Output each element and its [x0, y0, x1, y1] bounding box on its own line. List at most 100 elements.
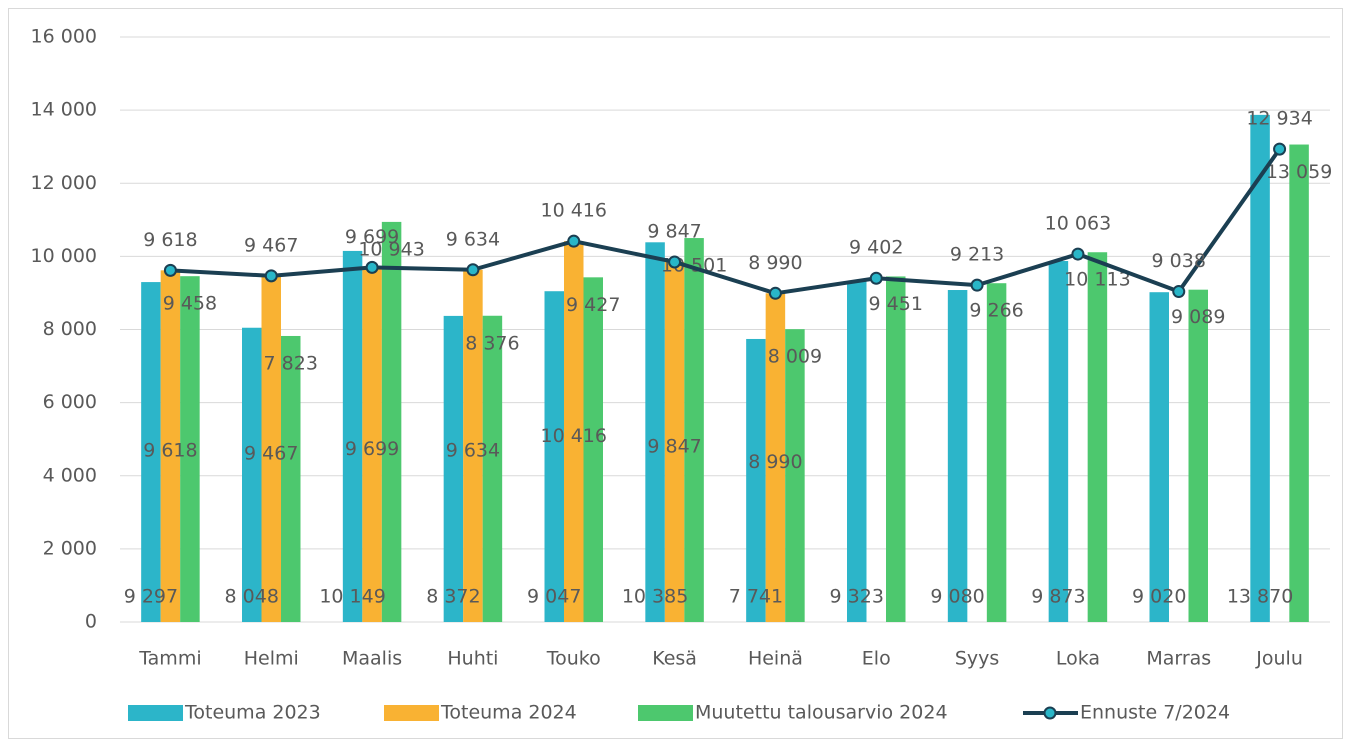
data-label: 13 870: [1227, 586, 1293, 608]
x-tick-label: Kesä: [652, 648, 697, 670]
bar: [1048, 261, 1069, 622]
bar: [664, 261, 685, 622]
data-label: 7 741: [729, 586, 783, 608]
bar: [160, 270, 181, 622]
data-label: 9 847: [647, 435, 701, 457]
data-label: 9 699: [345, 438, 399, 460]
bar: [381, 221, 402, 623]
data-label: 9 297: [124, 586, 178, 608]
line-marker: [567, 234, 581, 248]
data-label: 8 990: [748, 451, 802, 473]
data-label: 8 990: [748, 252, 802, 274]
legend-label: Toteuma 2024: [440, 702, 577, 724]
data-label: 9 047: [527, 586, 581, 608]
y-tick-label: 2 000: [43, 537, 97, 559]
line-marker: [1273, 142, 1287, 156]
x-tick-label: Heinä: [748, 648, 803, 670]
data-label: 9 467: [244, 442, 298, 464]
x-tick-label: Syys: [955, 648, 999, 670]
data-label: 9 467: [244, 234, 298, 256]
y-tick-label: 4 000: [43, 464, 97, 486]
data-label: 10 416: [541, 425, 607, 447]
data-label: 9 323: [830, 586, 884, 608]
bar: [847, 281, 867, 622]
bar: [1149, 292, 1169, 622]
data-label: 9 634: [446, 439, 500, 461]
line-marker: [264, 269, 278, 283]
data-label: 9 618: [143, 440, 197, 462]
x-tick-label: Huhti: [447, 648, 498, 670]
x-tick-label: Marras: [1146, 648, 1211, 670]
y-tick-label: 14 000: [31, 99, 97, 121]
bar: [443, 315, 464, 622]
bar: [281, 335, 301, 622]
bar: [1087, 252, 1108, 622]
legend-swatch: [128, 705, 183, 721]
data-label: 13 059: [1266, 161, 1332, 183]
bar: [785, 329, 805, 622]
line-marker: [163, 263, 177, 277]
bar: [765, 293, 786, 622]
x-tick-label: Joulu: [1255, 648, 1303, 670]
bar: [242, 327, 262, 622]
y-tick-label: 8 000: [43, 318, 97, 340]
bar: [583, 277, 603, 622]
data-label: 7 823: [264, 352, 318, 374]
y-tick-label: 10 000: [31, 245, 97, 267]
x-tick-label: Elo: [862, 648, 891, 670]
legend-swatch: [384, 705, 439, 721]
line-marker: [1071, 247, 1085, 261]
bar: [544, 291, 564, 622]
data-label: 9 699: [345, 226, 399, 248]
data-label: 8 372: [426, 586, 480, 608]
bar: [1188, 289, 1208, 622]
x-tick-label: Tammi: [138, 648, 201, 670]
bar: [886, 276, 906, 622]
bar: [947, 290, 968, 622]
data-label: 9 451: [869, 293, 923, 315]
y-tick-label: 16 000: [31, 26, 97, 48]
line-marker: [365, 260, 379, 274]
data-label: 8 376: [465, 332, 519, 354]
data-label: 12 934: [1246, 108, 1312, 130]
chart-border: [8, 8, 1343, 739]
data-label: 9 402: [849, 237, 903, 259]
bar: [463, 269, 483, 622]
data-label: 9 020: [1132, 586, 1186, 608]
data-label: 9 213: [950, 244, 1004, 266]
data-label: 10 385: [622, 586, 688, 608]
data-label: 9 618: [143, 229, 197, 251]
data-label: 9 458: [163, 293, 217, 315]
bar: [684, 238, 704, 622]
bar: [342, 250, 363, 622]
data-label: 8 048: [225, 586, 279, 608]
legend-label: Muutettu talousarvio 2024: [695, 702, 948, 724]
data-label: 10 149: [319, 586, 385, 608]
line: [170, 147, 1282, 296]
x-tick-label: Maalis: [342, 648, 402, 670]
y-tick-label: 6 000: [43, 391, 97, 413]
bar: [180, 276, 200, 622]
legend-label: Ennuste 7/2024: [1080, 702, 1230, 724]
legend-label: Toteuma 2023: [184, 702, 321, 724]
line-marker: [668, 255, 682, 269]
line-marker: [869, 271, 883, 285]
bar: [1250, 114, 1270, 623]
data-label: 9 038: [1152, 250, 1206, 272]
bar: [482, 315, 503, 622]
data-label: 10 063: [1045, 213, 1111, 235]
bar: [645, 242, 665, 622]
x-tick-label: Loka: [1056, 648, 1100, 670]
data-label: 10 943: [358, 238, 424, 260]
y-tick-label: 0: [85, 611, 97, 633]
line-marker: [970, 278, 984, 292]
data-label: 9 847: [647, 220, 701, 242]
data-label: 10 416: [541, 200, 607, 222]
data-label: 9 266: [969, 300, 1023, 322]
bar: [141, 282, 161, 622]
data-label: 9 634: [446, 228, 500, 250]
bar: [362, 267, 382, 622]
data-label: 9 089: [1171, 306, 1225, 328]
data-label: 10 113: [1064, 269, 1130, 291]
